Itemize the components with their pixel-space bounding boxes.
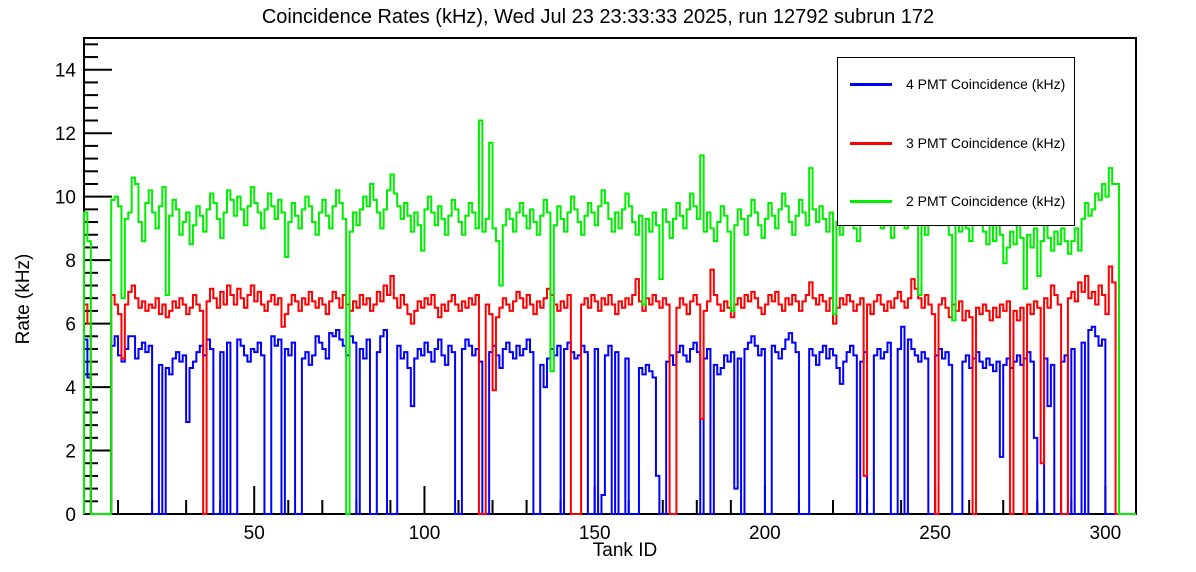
y-tick-label: 8: [65, 251, 76, 272]
x-axis-title: Tank ID: [592, 540, 658, 561]
legend-label-3pmt: 3 PMT Coincidence (kHz): [906, 135, 1066, 151]
x-tick-label: 250: [919, 523, 951, 544]
legend-entry-2pmt: 2 PMT Coincidence (kHz): [838, 187, 1074, 215]
legend-line-red: [850, 141, 892, 145]
legend-label-4pmt: 4 PMT Coincidence (kHz): [906, 76, 1066, 92]
legend-entry-3pmt: 3 PMT Coincidence (kHz): [838, 129, 1074, 157]
y-tick-label: 0: [65, 505, 76, 526]
chart-title: Coincidence Rates (kHz), Wed Jul 23 23:3…: [261, 6, 935, 28]
x-tick-label: 150: [579, 523, 611, 544]
x-tick-label: 50: [244, 523, 265, 544]
legend-line-green: [850, 199, 892, 203]
y-tick-label: 2: [65, 442, 76, 463]
legend-entry-4pmt: 4 PMT Coincidence (kHz): [838, 70, 1074, 98]
legend-label-2pmt: 2 PMT Coincidence (kHz): [906, 193, 1066, 209]
x-tick-label: 300: [1090, 523, 1122, 544]
legend: 4 PMT Coincidence (kHz) 3 PMT Coincidenc…: [837, 57, 1075, 226]
x-tick-label: 200: [749, 523, 781, 544]
y-tick-label: 4: [65, 378, 76, 399]
y-axis-title: Rate (kHz): [13, 253, 34, 345]
series-2-histline: [83, 119, 1136, 515]
y-tick-label: 12: [55, 124, 76, 145]
y-tick-label: 10: [55, 188, 76, 209]
series-0-histline: [83, 325, 1136, 515]
legend-line-blue: [850, 82, 892, 86]
x-tick-label: 100: [409, 523, 441, 544]
y-tick-label: 6: [65, 315, 76, 336]
series-1-histline: [83, 265, 1136, 515]
y-tick-label: 14: [55, 61, 77, 82]
